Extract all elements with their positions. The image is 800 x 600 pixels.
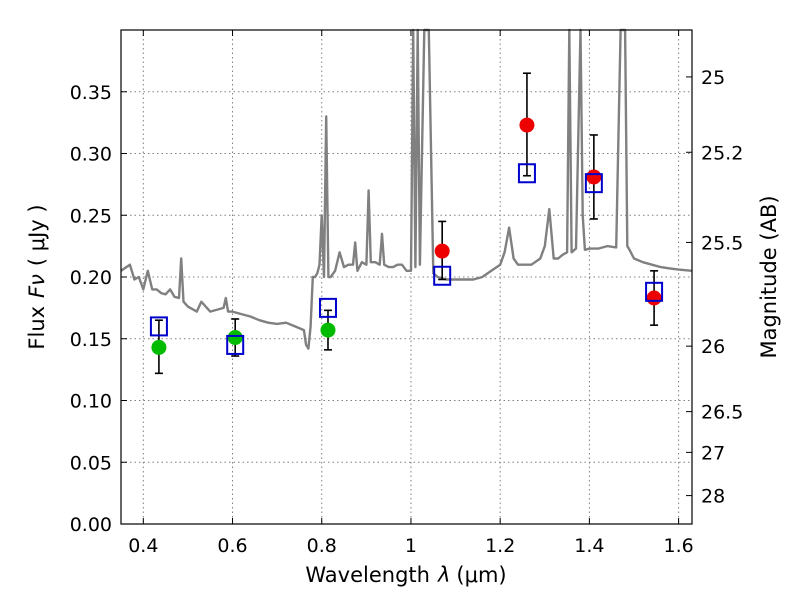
x-tick-label: 1.4 <box>574 535 604 557</box>
model-box-marker <box>433 265 452 286</box>
y-axis-label: Flux Fν ( μJy ) <box>25 204 49 349</box>
x-tick-label: 0.4 <box>128 535 158 557</box>
y-axis-label-symbol: Fν <box>25 274 49 298</box>
model-box-marker <box>517 163 536 184</box>
x-tick-label: 1 <box>405 535 417 557</box>
y2-tick-label: 28 <box>701 486 725 508</box>
y2-tick-label: 27 <box>701 442 725 464</box>
ticks: 0.4 0.6 0.8 1 1.2 1.4 1.6 0.00 0.05 0.10 0.15 0.20 0… <box>70 30 743 557</box>
y-tick-label: 0.30 <box>70 144 112 166</box>
photometry-point <box>227 330 243 346</box>
y2-tick-label: 26.5 <box>701 402 743 424</box>
model-box-marker <box>645 281 664 302</box>
y-tick-label: 0.35 <box>70 82 112 104</box>
y-tick-label: 0.20 <box>70 267 112 289</box>
photometry-point <box>320 322 336 338</box>
x-tick-label: 1.2 <box>485 535 515 557</box>
y2-tick-label: 26 <box>701 336 725 358</box>
y2-tick-label: 25 <box>701 67 725 89</box>
y2-axis-label: Magnitude (AB) <box>757 195 781 358</box>
photometry-point <box>586 169 602 185</box>
y-axis-label-text: Flux <box>25 306 49 350</box>
model-boxes <box>149 163 664 355</box>
x-axis-label-text: Wavelength <box>305 563 430 587</box>
photometry-point <box>646 290 662 306</box>
model-box-marker <box>318 297 337 318</box>
x-axis-label-symbol: λ <box>437 563 450 587</box>
data-points <box>151 117 662 355</box>
y2-tick-label: 25.5 <box>701 232 743 254</box>
model-box-marker <box>584 173 603 194</box>
x-tick-label: 0.6 <box>217 535 247 557</box>
model-spectrum-line <box>120 28 693 350</box>
photometry-point <box>151 339 167 355</box>
photometry-point <box>519 117 535 133</box>
y-tick-label: 0.25 <box>70 205 112 227</box>
model-box-marker <box>149 316 168 337</box>
y-tick-label: 0.10 <box>70 391 112 413</box>
x-axis-label-unit: (μm) <box>456 563 506 587</box>
y-tick-label: 0.00 <box>70 514 112 536</box>
y2-tick-label: 25.2 <box>701 142 743 164</box>
model-box-marker <box>226 334 245 355</box>
grid <box>121 30 692 525</box>
photometry-point <box>434 243 450 259</box>
x-tick-label: 0.8 <box>307 535 337 557</box>
x-tick-label: 1.6 <box>664 535 694 557</box>
y-axis-label-unit: ( μJy ) <box>25 204 49 266</box>
y-tick-label: 0.15 <box>70 329 112 351</box>
y-tick-label: 0.05 <box>70 452 112 474</box>
x-axis-label: Wavelength λ (μm) <box>305 563 506 587</box>
spectrum-layer <box>120 28 693 350</box>
